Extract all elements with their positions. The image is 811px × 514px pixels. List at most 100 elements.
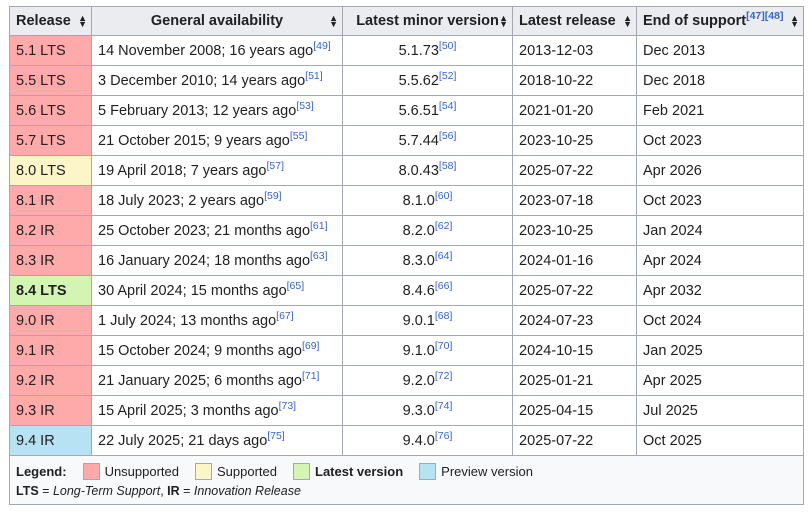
ga-reference-link[interactable]: [55]	[289, 129, 308, 142]
header-latest-minor-version[interactable]: Latest minor version ▲ ▼	[342, 6, 513, 36]
legend-item-supported: Supported	[189, 462, 277, 480]
end-of-support-cell: Feb 2021	[636, 95, 804, 126]
end-of-support-cell: Oct 2023	[636, 185, 804, 216]
minor-reference-link[interactable]: [66]	[434, 279, 453, 292]
ga-reference-link[interactable]: [69]	[301, 339, 320, 352]
ga-reference-link[interactable]: [63]	[310, 249, 328, 262]
minor-reference-link[interactable]: [50]	[438, 39, 457, 52]
release-history-table-container: Release ▲ ▼ General availability ▲ ▼ Lates…	[9, 6, 804, 505]
header-latest-release[interactable]: Latest release ▲ ▼	[512, 6, 637, 36]
latest-release-cell: 2024-01-16	[512, 245, 637, 276]
end-of-support-cell: Jan 2024	[636, 215, 804, 246]
latest-release-cell: 2023-10-25	[512, 125, 637, 156]
latest-release-cell: 2023-10-25	[512, 215, 637, 246]
minor-version-cell: 8.0.43[58]	[342, 155, 513, 186]
minor-version-cell: 8.1.0[60]	[342, 185, 513, 216]
release-cell: 5.7 LTS	[9, 125, 92, 156]
header-eos-label: End of support	[643, 13, 747, 29]
end-of-support-cell: Oct 2024	[636, 305, 804, 336]
legend-swatch-supported	[195, 462, 213, 480]
ga-reference-link[interactable]: [67]	[276, 309, 294, 322]
minor-reference-link[interactable]: [70]	[434, 339, 453, 352]
ga-reference-link[interactable]: [53]	[296, 99, 314, 112]
table-row: 8.0 LTS 19 April 2018; 7 years ago[57] 8.0…	[9, 155, 804, 186]
sort-icon[interactable]: ▲ ▼	[499, 13, 508, 29]
minor-version-cell: 9.3.0[74]	[342, 395, 513, 426]
release-cell: 8.0 LTS	[9, 155, 92, 186]
ga-cell: 14 November 2008; 16 years ago[49]	[91, 35, 343, 66]
ga-reference-link[interactable]: [51]	[305, 69, 323, 82]
minor-version-cell: 8.4.6[66]	[342, 275, 513, 306]
release-cell: 8.2 IR	[9, 215, 92, 246]
release-history-table: Release ▲ ▼ General availability ▲ ▼ Lates…	[9, 6, 804, 505]
ga-reference-link[interactable]: [49]	[313, 39, 331, 52]
ga-reference-link[interactable]: [57]	[266, 159, 284, 172]
minor-version-cell: 5.5.62[52]	[342, 65, 513, 96]
ga-reference-link[interactable]: [73]	[278, 399, 297, 412]
sort-icon[interactable]: ▲ ▼	[790, 13, 799, 29]
ga-cell: 1 July 2024; 13 months ago[67]	[91, 305, 343, 336]
minor-version-cell: 5.1.73[50]	[342, 35, 513, 66]
minor-version-cell: 5.6.51[54]	[342, 95, 513, 126]
header-row: Release ▲ ▼ General availability ▲ ▼ Lates…	[9, 6, 804, 36]
minor-reference-link[interactable]: [64]	[434, 249, 453, 262]
minor-reference-link[interactable]: [74]	[434, 399, 453, 412]
minor-reference-link[interactable]: [60]	[434, 189, 453, 202]
release-cell: 5.1 LTS	[9, 35, 92, 66]
minor-reference-link[interactable]: [62]	[434, 219, 453, 232]
end-of-support-cell: Apr 2024	[636, 245, 804, 276]
ga-reference-link[interactable]: [71]	[301, 369, 320, 382]
release-cell: 8.4 LTS	[9, 275, 92, 306]
sort-icon[interactable]: ▲ ▼	[623, 13, 632, 29]
table-row: 9.4 IR 22 July 2025; 21 days ago[75] 9.4.0…	[9, 425, 804, 456]
minor-version-cell: 9.2.0[72]	[342, 365, 513, 396]
end-of-support-cell: Dec 2013	[636, 35, 804, 66]
eos-reference-link[interactable]: [47][48]	[746, 10, 784, 23]
table-row: 9.1 IR 15 October 2024; 9 months ago[69] 9…	[9, 335, 804, 366]
minor-version-cell: 9.1.0[70]	[342, 335, 513, 366]
header-end-of-support[interactable]: End of support[47][48] ▲ ▼	[636, 6, 804, 36]
release-cell: 9.2 IR	[9, 365, 92, 396]
minor-reference-link[interactable]: [76]	[434, 429, 453, 442]
table-body: 5.1 LTS 14 November 2008; 16 years ago[49…	[9, 35, 804, 456]
end-of-support-cell: Apr 2032	[636, 275, 804, 306]
end-of-support-cell: Apr 2025	[636, 365, 804, 396]
latest-release-cell: 2025-07-22	[512, 425, 637, 456]
ga-cell: 19 April 2018; 7 years ago[57]	[91, 155, 343, 186]
latest-release-cell: 2018-10-22	[512, 65, 637, 96]
release-cell: 8.1 IR	[9, 185, 92, 216]
legend: Legend: Unsupported Supported Latest ver…	[16, 460, 797, 482]
legend-item-unsupported: Unsupported	[77, 462, 179, 480]
ga-cell: 25 October 2023; 21 months ago[61]	[91, 215, 343, 246]
end-of-support-cell: Oct 2025	[636, 425, 804, 456]
minor-reference-link[interactable]: [52]	[438, 69, 457, 82]
ga-reference-link[interactable]: [61]	[310, 219, 328, 232]
minor-version-cell: 9.0.1[68]	[342, 305, 513, 336]
minor-version-cell: 8.2.0[62]	[342, 215, 513, 246]
minor-reference-link[interactable]: [54]	[438, 99, 457, 112]
minor-version-cell: 8.3.0[64]	[342, 245, 513, 276]
abbreviation-note: LTS = Long-Term Support, IR = Innovation…	[16, 484, 301, 498]
table-row: 9.0 IR 1 July 2024; 13 months ago[67] 9.0.…	[9, 305, 804, 336]
ga-reference-link[interactable]: [75]	[267, 429, 285, 442]
minor-reference-link[interactable]: [68]	[434, 309, 453, 322]
header-release[interactable]: Release ▲ ▼	[9, 6, 92, 36]
minor-reference-link[interactable]: [58]	[438, 159, 457, 172]
ga-cell: 5 February 2013; 12 years ago[53]	[91, 95, 343, 126]
ga-reference-link[interactable]: [59]	[264, 189, 282, 202]
header-general-availability[interactable]: General availability ▲ ▼	[91, 6, 343, 36]
table-row: 8.1 IR 18 July 2023; 2 years ago[59] 8.1.0…	[9, 185, 804, 216]
sort-icon[interactable]: ▲ ▼	[329, 13, 338, 29]
end-of-support-cell: Dec 2018	[636, 65, 804, 96]
minor-reference-link[interactable]: [72]	[434, 369, 453, 382]
ga-reference-link[interactable]: [65]	[286, 279, 305, 292]
ga-cell: 21 October 2015; 9 years ago[55]	[91, 125, 343, 156]
latest-release-cell: 2013-12-03	[512, 35, 637, 66]
table-row: 9.3 IR 15 April 2025; 3 months ago[73] 9.3…	[9, 395, 804, 426]
release-cell: 9.1 IR	[9, 335, 92, 366]
header-ga-label: General availability	[150, 13, 284, 29]
latest-release-cell: 2024-07-23	[512, 305, 637, 336]
ga-cell: 3 December 2010; 14 years ago[51]	[91, 65, 343, 96]
sort-icon[interactable]: ▲ ▼	[78, 13, 87, 29]
minor-reference-link[interactable]: [56]	[438, 129, 457, 142]
